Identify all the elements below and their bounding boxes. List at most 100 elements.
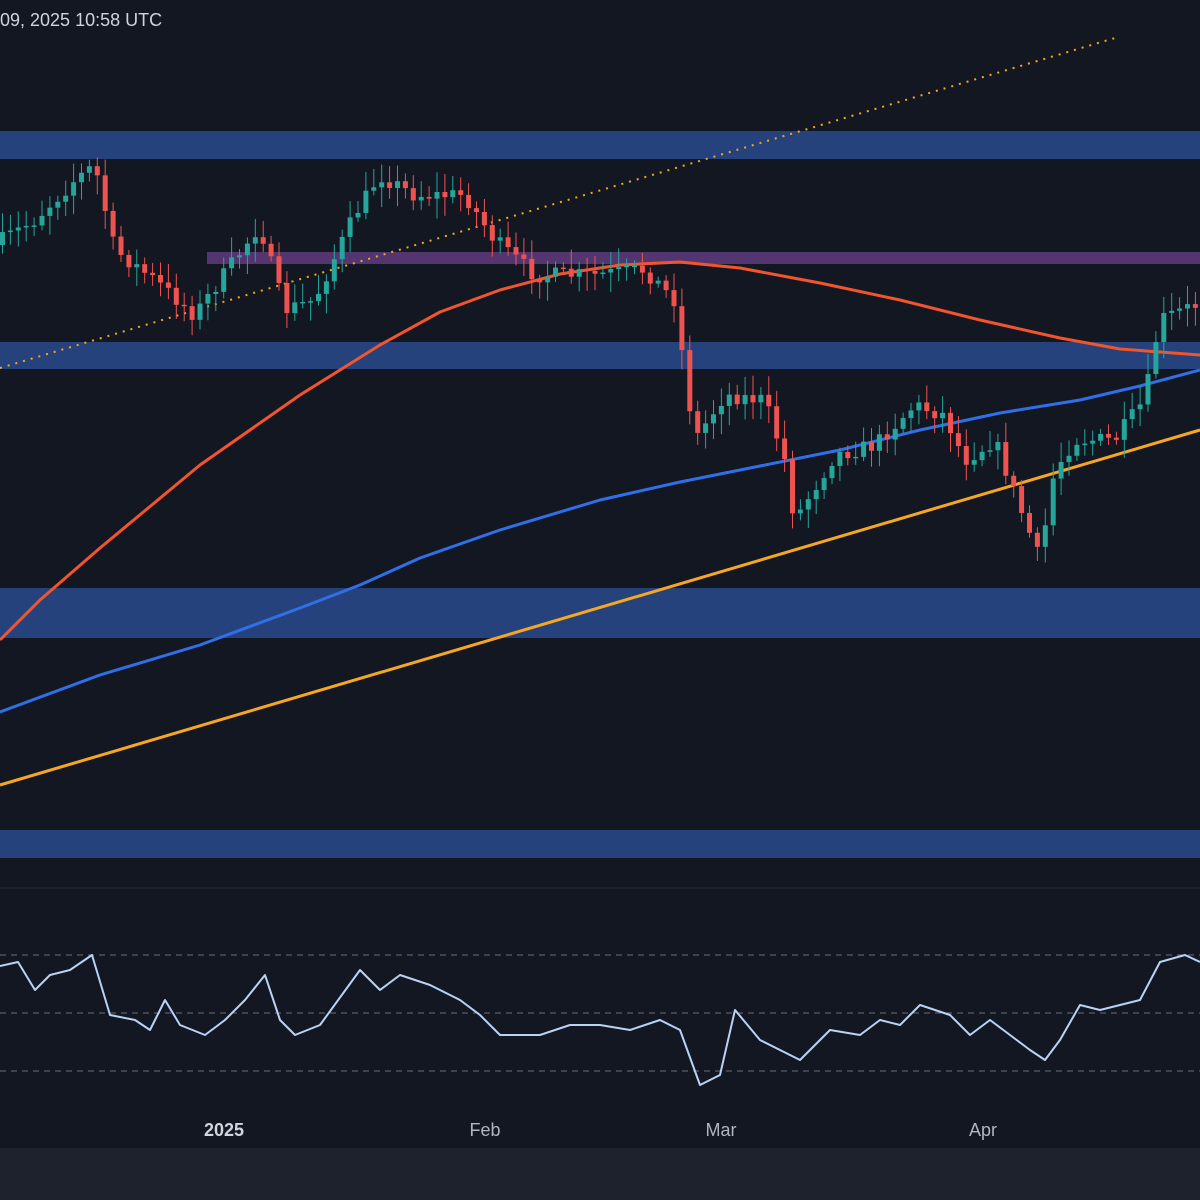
candle-body [687,350,693,412]
candle-body [23,225,29,228]
candle-body [15,227,21,231]
candle-body [134,264,140,268]
candle-body [86,166,92,173]
candle-body [971,460,977,465]
candle-body [63,195,69,202]
candle-body [1019,486,1025,513]
candle-body [679,306,685,351]
candle-body [316,293,321,302]
candle-body [1113,437,1119,440]
candle-body [31,225,37,227]
candle-body [284,282,290,314]
candle-body [869,441,874,451]
candle-body [979,451,985,461]
candle-body [126,254,132,268]
candle-body [608,269,614,273]
candle-body [624,265,630,268]
candle-body [205,294,211,304]
ma-blue-line [0,368,1200,714]
candle-body [497,237,503,241]
candle-body [853,456,859,459]
candle-body [165,282,171,288]
candle-body [805,499,811,510]
candle-body [252,237,258,244]
candle-body [616,267,622,270]
candle-body [1129,409,1135,420]
candle-body [900,418,906,429]
candle-body [1161,312,1167,343]
dotted-trendline [0,37,1116,369]
candle-body [916,402,922,411]
support-trendline [0,428,1200,787]
candle-body [489,225,495,241]
candle-body [553,267,558,277]
candle-body [655,280,661,284]
candle-body [734,394,740,405]
candle-body [892,428,898,440]
candle-body [703,423,709,433]
candle-body [592,270,598,274]
candle-body [837,452,843,466]
candle-body [173,287,179,305]
candle-body [813,490,819,500]
candle-body [426,196,432,199]
candle-body [189,306,195,320]
candle-body [695,411,701,433]
candle-body [1153,342,1159,375]
candle-body [150,272,156,276]
candle-body [466,194,472,209]
zone-band [0,830,1200,858]
candle-body [1185,304,1190,309]
candle-body [39,215,45,226]
chart-header: 09, 2025 10:58 UTC [0,0,1200,40]
candle-body [0,232,5,245]
candle-body [268,243,274,257]
candle-body [1090,440,1096,444]
candle-body [948,412,953,434]
candle-body [821,478,827,491]
candle-body [1169,310,1175,313]
candle-body [331,259,337,282]
candle-body [1082,443,1088,446]
candle-body [1050,478,1056,526]
candle-body [742,395,748,405]
x-axis: 2025 Feb Mar Apr [204,1120,997,1140]
candle-body [276,256,282,283]
ma-red-line [0,260,1200,642]
candle-body [158,275,163,283]
candle-body [718,405,724,415]
candle-body [355,212,361,218]
candle-body [79,172,84,183]
candle-body [474,208,479,212]
candle-body [647,272,653,284]
candle-body [395,181,400,188]
candle-body [774,406,780,439]
candle-body [229,257,235,269]
rsi-line [0,954,1200,1086]
candle-body [632,265,637,268]
candle-body [797,509,803,514]
x-tick-label: Apr [969,1120,997,1140]
candle-body [1066,455,1072,463]
candle-body [371,187,377,191]
candle-body [387,182,393,188]
candle-body [118,236,124,255]
candle-body [663,280,669,291]
candle-body [434,191,440,199]
candle-body [521,254,527,259]
candle-body [237,255,242,258]
zone-band [207,252,1200,264]
candle-body [876,434,882,451]
candle-body [363,190,369,213]
candle-body [197,303,203,320]
x-tick-label: Feb [469,1120,500,1140]
candle-body [529,258,535,280]
candle-body [418,196,424,201]
candle-body [292,302,298,314]
candle-body [458,190,464,195]
candle-body [995,442,1001,451]
candle-body [1145,374,1151,405]
candle-body [47,207,53,216]
candle-body [102,175,108,211]
